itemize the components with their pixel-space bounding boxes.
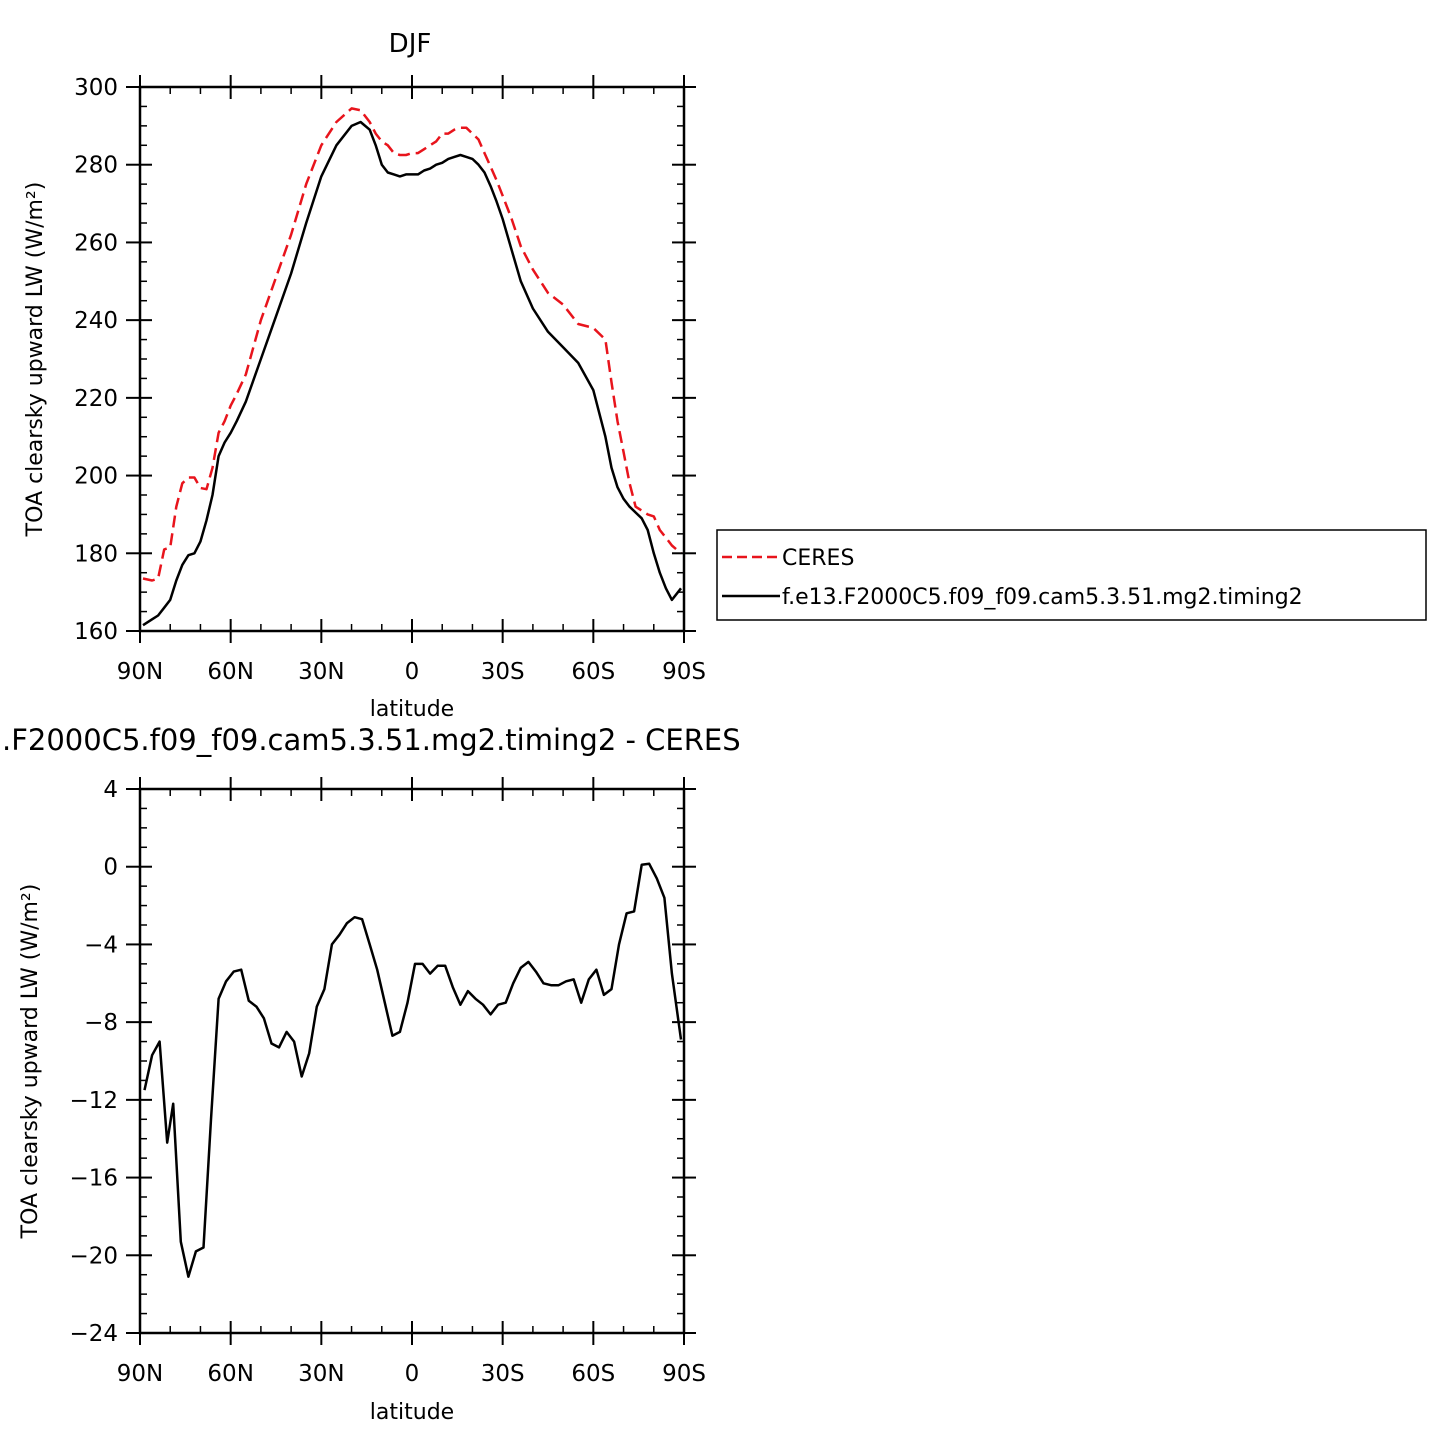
bottom-series-line-0: [143, 862, 683, 1278]
top-series-line-0: [142, 107, 682, 582]
bottom-x-axis-label: latitude: [370, 1400, 454, 1425]
top-x-tick-label: 60N: [207, 659, 253, 685]
bottom-x-tick-label: 60N: [207, 1361, 253, 1387]
bottom-x-tick-label: 90S: [662, 1361, 706, 1387]
bottom-chart-title: .F2000C5.f09_f09.cam5.3.51.mg2.timing2 -…: [2, 723, 741, 757]
top-x-tick-label: 90S: [662, 659, 706, 685]
top-plot-frame: [138, 85, 686, 633]
top-y-tick-label: 180: [74, 541, 118, 567]
bottom-x-tick-label: 0: [405, 1361, 420, 1387]
bottom-y-tick-label: −16: [69, 1166, 118, 1192]
top-y-tick-label: 220: [74, 386, 118, 412]
legend-label-ceres: CERES: [782, 546, 854, 571]
top-y-tick-label: 280: [74, 153, 118, 179]
bottom-y-tick-label: 4: [103, 777, 118, 803]
top-x-tick-label: 0: [405, 659, 420, 685]
top-chart-ticks: [126, 75, 696, 643]
legend-box: [716, 529, 1427, 621]
top-x-tick-label: 30S: [481, 659, 525, 685]
top-y-axis-label: TOA clearsky upward LW (W/m²): [23, 182, 48, 538]
bottom-x-tick-label: 30N: [298, 1361, 344, 1387]
top-y-tick-label: 160: [74, 619, 118, 645]
top-x-axis-label: latitude: [370, 697, 454, 722]
top-series-line-1: [142, 120, 682, 627]
bottom-y-tick-label: −20: [69, 1243, 118, 1269]
legend: CERES f.e13.F2000C5.f09_f09.cam5.3.51.mg…: [716, 529, 1427, 621]
bottom-chart-series: [143, 862, 683, 1278]
bottom-x-tick-labels: 90N 60N 30N 0 30S 60S 90S: [117, 1361, 706, 1387]
top-y-tick-label: 300: [74, 75, 118, 101]
top-chart-series: [142, 107, 682, 627]
bottom-y-axis-label: TOA clearsky upward LW (W/m²): [18, 884, 43, 1240]
bottom-chart: .F2000C5.f09_f09.cam5.3.51.mg2.timing2 -…: [2, 723, 741, 1425]
top-y-tick-label: 260: [74, 230, 118, 256]
legend-label-model: f.e13.F2000C5.f09_f09.cam5.3.51.mg2.timi…: [782, 585, 1303, 610]
bottom-x-tick-label: 30S: [481, 1361, 525, 1387]
top-x-tick-label: 60S: [571, 659, 615, 685]
top-x-tick-label: 30N: [298, 659, 344, 685]
bottom-plot-frame: [138, 787, 686, 1335]
bottom-y-tick-labels: −24 −20 −16 −12 −8 −4 0 4: [69, 777, 118, 1347]
top-y-tick-labels: 160 180 200 220 240 260 280 300: [74, 75, 118, 645]
top-y-tick-label: 200: [74, 464, 118, 490]
bottom-x-tick-label: 60S: [571, 1361, 615, 1387]
bottom-x-tick-label: 90N: [117, 1361, 163, 1387]
top-chart: DJF 160 180 200 220 240 260 280 300 90N 60N 30N 0 3…: [23, 29, 1427, 722]
bottom-y-tick-label: −24: [69, 1321, 118, 1347]
top-x-tick-label: 90N: [117, 659, 163, 685]
bottom-chart-ticks: [126, 777, 696, 1345]
bottom-y-tick-label: 0: [103, 855, 118, 881]
top-chart-title: DJF: [389, 29, 432, 59]
bottom-y-tick-label: −4: [84, 932, 118, 958]
top-x-tick-labels: 90N 60N 30N 0 30S 60S 90S: [117, 659, 706, 685]
bottom-y-tick-label: −8: [84, 1010, 118, 1036]
bottom-y-tick-label: −12: [69, 1088, 118, 1114]
top-y-tick-label: 240: [74, 308, 118, 334]
